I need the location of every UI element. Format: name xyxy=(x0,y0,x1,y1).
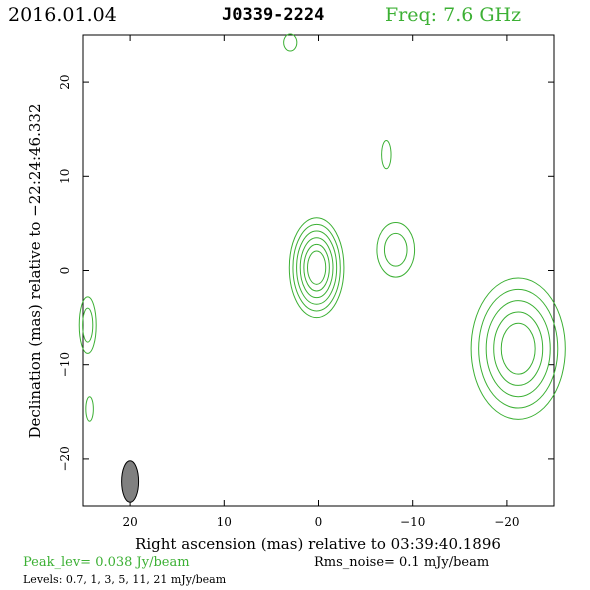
contour-level xyxy=(500,322,536,375)
x-tick-label: 20 xyxy=(122,515,137,529)
contour-level xyxy=(470,277,566,420)
contour-level xyxy=(296,230,338,305)
contour-component xyxy=(470,277,566,420)
contour-level xyxy=(283,33,298,52)
x-tick-label: 10 xyxy=(217,515,232,529)
contour-component xyxy=(381,140,392,170)
contour-level xyxy=(85,396,94,422)
y-tick-labels: 20 10 0 −10 −20 xyxy=(58,74,72,471)
contour-level xyxy=(485,300,551,398)
contour-level xyxy=(307,250,327,285)
contour-component xyxy=(376,221,416,278)
plot-frame xyxy=(82,34,555,507)
contour-level xyxy=(383,232,408,267)
contour-level xyxy=(292,223,341,312)
contour-component xyxy=(283,33,298,52)
axis-ticks xyxy=(83,35,554,506)
x-tick-label: −10 xyxy=(400,515,425,529)
x-tick-labels: 20 10 0 −10 −20 xyxy=(122,515,519,529)
source-name: J0339-2224 xyxy=(222,5,324,25)
beam-group xyxy=(121,460,140,503)
x-tick-label: −20 xyxy=(494,515,519,529)
y-tick-label: 0 xyxy=(58,267,72,275)
contour-level xyxy=(82,307,94,343)
contour-component xyxy=(288,217,345,319)
observation-date: 2016.01.04 xyxy=(8,4,117,26)
frequency-label: Freq: 7.6 GHz xyxy=(385,4,521,26)
contour-level xyxy=(493,311,544,386)
contour-level xyxy=(303,243,330,292)
rms-noise: Rms_noise= 0.1 mJy/beam xyxy=(314,555,489,570)
contour-component xyxy=(85,396,94,422)
contour-levels: Levels: 0.7, 1, 3, 5, 11, 21 mJy/beam xyxy=(23,573,227,586)
contour-level xyxy=(288,217,345,319)
contour-level xyxy=(478,288,559,409)
y-tick-label: 10 xyxy=(58,169,72,184)
y-tick-label: 20 xyxy=(58,74,72,89)
beam-ellipse xyxy=(121,460,140,503)
contour-components xyxy=(78,33,566,422)
peak-level: Peak_lev= 0.038 Jy/beam xyxy=(23,555,190,570)
y-tick-label: −20 xyxy=(58,446,72,471)
contour-component xyxy=(78,296,97,354)
contour-level xyxy=(299,237,334,299)
contour-level xyxy=(381,140,392,170)
x-axis-label: Right ascension (mas) relative to 03:39:… xyxy=(135,535,501,553)
contour-level xyxy=(376,221,416,278)
x-tick-label: 0 xyxy=(315,515,323,529)
y-tick-label: −10 xyxy=(58,352,72,377)
contour-level xyxy=(78,296,97,354)
y-axis-label: Declination (mas) relative to −22:24:46.… xyxy=(26,103,44,438)
